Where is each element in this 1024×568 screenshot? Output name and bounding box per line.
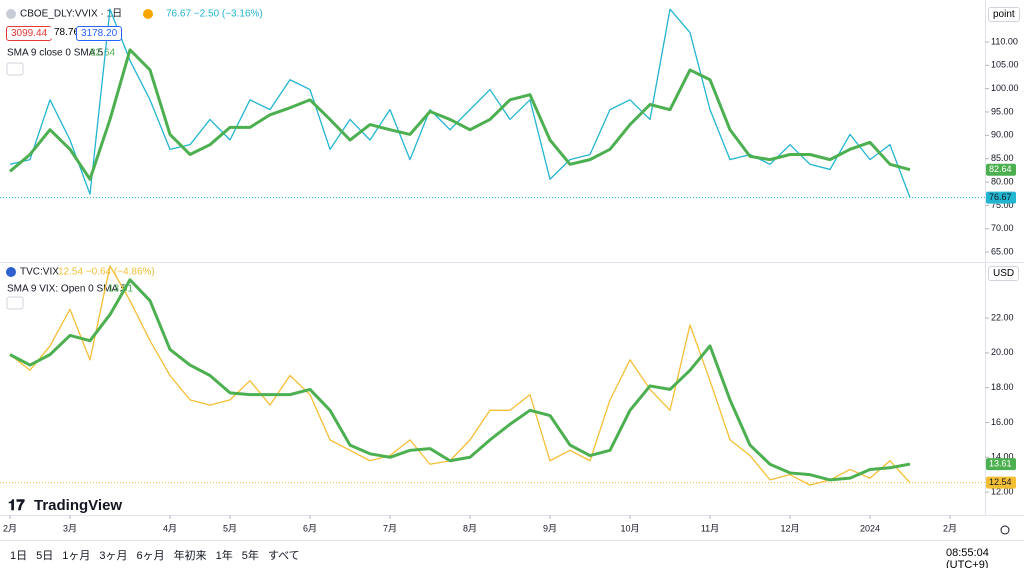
x-tick-label: 11月: [701, 523, 719, 533]
y-tick-label: 18.00: [991, 382, 1014, 392]
last-value-tag: [986, 191, 1016, 204]
y-tick-label: 70.00: [991, 223, 1014, 233]
last-value-label: 76.67: [989, 192, 1012, 202]
bid[interactable]: 3099.44: [6, 26, 53, 41]
range-button[interactable]: 5日: [36, 550, 54, 562]
x-tick-label: 2月: [943, 523, 957, 533]
x-tick-label: 2月: [3, 523, 17, 533]
last-value-tag: [986, 458, 1016, 471]
y-tick-label: 90.00: [991, 130, 1014, 140]
x-tick-label: 7月: [383, 523, 397, 533]
sma-line: [9, 48, 911, 181]
range-button[interactable]: 6ヶ月: [136, 550, 165, 562]
top-quote: 76.67 −2.50 (−3.16%): [166, 9, 263, 20]
sma-line: [9, 278, 911, 482]
clock: 08:55:04 (UTC+9): [946, 547, 989, 568]
pane: [0, 265, 985, 486]
y-tick-label: 85.00: [991, 153, 1014, 163]
currency[interactable]: USD: [988, 266, 1020, 281]
y-tick-label: 65.00: [991, 246, 1014, 256]
y-tick-label: 12.00: [991, 486, 1014, 496]
collapse-button[interactable]: [6, 62, 24, 76]
range-button[interactable]: すべて: [267, 550, 300, 562]
collapse-button[interactable]: [6, 296, 24, 310]
y-tick-label: 75.00: [991, 200, 1014, 210]
bottom-quote: 12.54 −0.64 (−4.86%): [58, 267, 155, 278]
range-button[interactable]: 5年: [241, 550, 259, 562]
ask[interactable]: 3178.20: [76, 26, 123, 41]
range-button[interactable]: 1日: [10, 550, 28, 562]
status-icon: [143, 9, 153, 19]
brand: TradingView: [34, 497, 122, 514]
y-tick-label: 22.00: [991, 312, 1014, 322]
x-tick-label: 8月: [463, 523, 477, 533]
y-tick-label: 95.00: [991, 106, 1014, 116]
price-line: [9, 265, 911, 486]
last-value-label: 12.54: [989, 477, 1012, 487]
x-tick-label: 9月: [543, 523, 557, 533]
flag-icon: [6, 267, 16, 277]
last-value-label: 13.61: [989, 458, 1012, 468]
x-tick-label: 6月: [303, 523, 317, 533]
y-tick-label: 110.00: [991, 36, 1018, 46]
top-sma-value: 82.64: [90, 48, 115, 59]
last-value-tag: [986, 476, 1016, 489]
spread: 78.76: [50, 26, 84, 39]
bottom-symbol[interactable]: TVC:VIX: [20, 267, 59, 278]
scale-mode[interactable]: point: [988, 7, 1020, 22]
range-button[interactable]: 1ヶ月: [62, 550, 91, 562]
pane: [0, 8, 985, 199]
x-tick-label: 10月: [620, 523, 639, 533]
x-tick-label: 5月: [223, 523, 237, 533]
settings-icon[interactable]: [1000, 525, 1010, 535]
y-tick-label: 14.00: [991, 452, 1014, 462]
x-tick-label: 3月: [63, 523, 77, 533]
last-value-label: 82.64: [989, 164, 1012, 174]
bottom-sma-name: SMA 9 VIX: Open 0 SMA 5: [7, 284, 126, 295]
y-tick-label: 80.00: [991, 176, 1014, 186]
range-bar: 1日 5日 1ヶ月 3ヶ月 6ヶ月 年初来 1年 5年 すべて: [10, 546, 309, 564]
brand-logo: 𝟏𝟕: [8, 497, 25, 514]
y-tick-label: 16.00: [991, 417, 1014, 427]
top-symbol[interactable]: CBOE_DLY:VVIX · 1日: [20, 9, 122, 20]
range-button[interactable]: 3ヶ月: [99, 550, 128, 562]
last-value-tag: [986, 163, 1016, 176]
y-tick-label: 100.00: [991, 83, 1019, 93]
symbol-icon: [6, 9, 16, 19]
y-tick-label: 20.00: [991, 347, 1014, 357]
x-tick-label: 12月: [780, 523, 799, 533]
range-button[interactable]: 1年: [215, 550, 233, 562]
range-button[interactable]: 年初来: [173, 550, 207, 562]
x-tick-label: 2024: [860, 523, 880, 533]
top-sma-name: SMA 9 close 0 SMA 5: [7, 48, 104, 59]
bottom-sma-value: 13.61: [108, 284, 133, 295]
x-tick-label: 4月: [163, 523, 177, 533]
y-tick-label: 105.00: [991, 60, 1019, 70]
